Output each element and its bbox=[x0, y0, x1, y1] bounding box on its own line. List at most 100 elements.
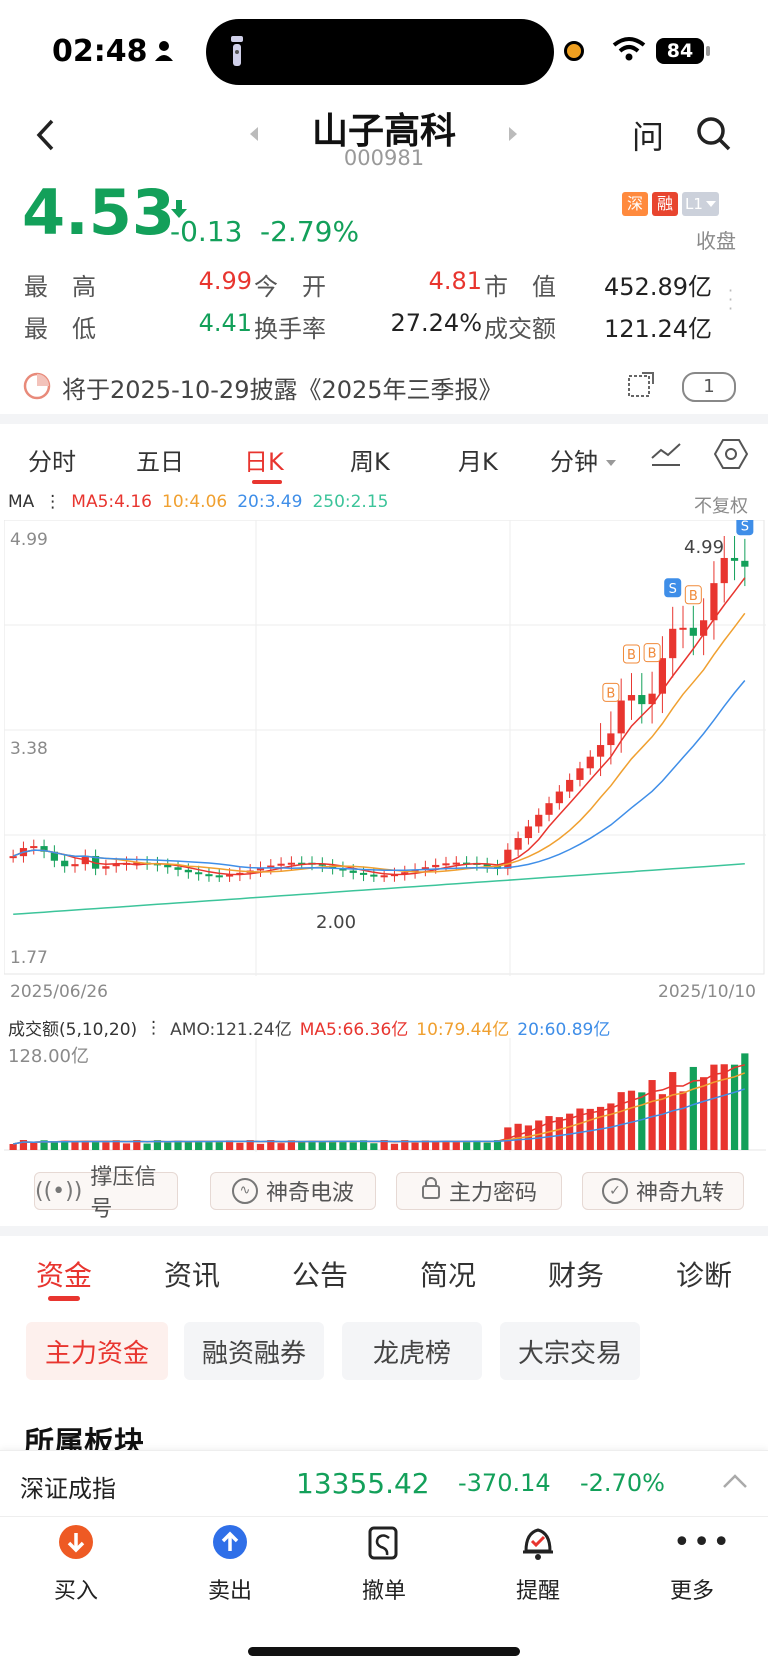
badge-level[interactable]: L1 bbox=[682, 192, 719, 216]
buy-marker[interactable]: B bbox=[602, 682, 620, 702]
more-dots-icon[interactable]: ••• bbox=[673, 1525, 733, 1560]
marker-label: B bbox=[627, 648, 636, 663]
volume-bar bbox=[401, 1140, 409, 1150]
sell-marker[interactable]: S bbox=[664, 578, 682, 598]
volume-bar bbox=[91, 1140, 100, 1150]
candle-body bbox=[9, 856, 17, 859]
tab-weekly-k[interactable]: 周K bbox=[350, 448, 390, 476]
bottom-sell[interactable]: 卖出 bbox=[207, 1579, 252, 1604]
magic-nine-button[interactable]: ✓ 神奇九转 bbox=[582, 1172, 744, 1210]
settings-hexagon-icon[interactable] bbox=[713, 438, 749, 474]
volume-bar bbox=[442, 1140, 450, 1150]
marker-box bbox=[643, 643, 661, 663]
candle-body bbox=[700, 620, 708, 636]
candle-body bbox=[720, 557, 728, 584]
volume-legend[interactable]: 成交额(5,10,20) ⋮ AMO:121.24亿 MA5:66.36亿 10… bbox=[8, 1015, 610, 1041]
bottom-more[interactable]: 更多 bbox=[669, 1579, 714, 1604]
index-name: 深证成指 bbox=[20, 1475, 116, 1503]
tab-five-day[interactable]: 五日 bbox=[136, 448, 184, 476]
chevron-up-icon[interactable] bbox=[722, 1473, 748, 1493]
notice-count[interactable]: 1 bbox=[682, 372, 736, 402]
sell-icon[interactable] bbox=[213, 1525, 247, 1559]
volume-bar bbox=[81, 1141, 89, 1150]
subtab-block-trade[interactable]: 大宗交易 bbox=[500, 1322, 640, 1380]
next-stock-icon[interactable] bbox=[509, 127, 517, 141]
ask-button[interactable]: 问 bbox=[632, 118, 665, 156]
signal-icon: ((•)) bbox=[35, 1178, 83, 1204]
tab-announcements[interactable]: 公告 bbox=[292, 1259, 349, 1292]
volume-chart[interactable] bbox=[4, 1038, 766, 1152]
buy-icon[interactable] bbox=[59, 1525, 93, 1559]
bottom-buy[interactable]: 买入 bbox=[53, 1579, 98, 1604]
candle-body bbox=[349, 870, 357, 873]
volume-bar bbox=[741, 1053, 749, 1150]
magic-wave-button[interactable]: ∿ 神奇电波 bbox=[210, 1172, 376, 1210]
candle-body bbox=[195, 872, 203, 875]
tab-finance[interactable]: 财务 bbox=[548, 1259, 605, 1292]
volume-bar bbox=[133, 1140, 141, 1150]
stat-value: 4.81 bbox=[428, 267, 482, 295]
stat-label: 市 值 bbox=[484, 273, 556, 301]
dynamic-island bbox=[206, 19, 554, 85]
vol-ma10-value: 10:79.44亿 bbox=[416, 1020, 510, 1040]
notice-text[interactable]: 将于2025-10-29披露《2025年三季报》 bbox=[62, 376, 503, 404]
index-bar[interactable]: 深证成指 13355.42 -370.14 -2.70% bbox=[0, 1450, 768, 1517]
support-resistance-button[interactable]: ((•)) 撑压信号 bbox=[34, 1165, 178, 1222]
mic-indicator-icon bbox=[564, 41, 584, 61]
x-tick-end: 2025/10/10 bbox=[658, 982, 756, 1002]
volume-bar bbox=[308, 1140, 316, 1150]
y-tick-high: 4.99 bbox=[10, 530, 48, 550]
candle-body bbox=[380, 875, 388, 878]
more-vertical-icon[interactable]: · · · bbox=[728, 281, 734, 318]
candle-body bbox=[442, 863, 450, 866]
buy-marker[interactable]: B bbox=[622, 644, 640, 664]
tab-monthly-k[interactable]: 月K bbox=[458, 448, 498, 476]
battery-tip bbox=[706, 46, 710, 56]
main-force-code-button[interactable]: 主力密码 bbox=[396, 1172, 562, 1210]
ma-menu-icon: ⋮ bbox=[44, 492, 62, 512]
volume-bar bbox=[298, 1142, 306, 1150]
candle-body bbox=[30, 846, 38, 849]
market-state: 收盘 bbox=[696, 229, 736, 253]
volume-bar bbox=[19, 1140, 28, 1150]
tab-capital[interactable]: 资金 bbox=[36, 1259, 93, 1292]
battery-level: 84 bbox=[666, 40, 694, 62]
alert-bell-icon[interactable] bbox=[520, 1523, 556, 1565]
candle-body bbox=[617, 700, 625, 734]
buy-marker[interactable]: B bbox=[643, 643, 661, 663]
prev-stock-icon[interactable] bbox=[250, 127, 258, 141]
bottom-alert[interactable]: 提醒 bbox=[515, 1579, 560, 1604]
ma-legend[interactable]: MA ⋮ MA5:4.16 10:4.06 20:3.49 250:2.15 bbox=[8, 492, 388, 512]
buy-marker[interactable]: B bbox=[684, 585, 702, 605]
stat-label: 成交额 bbox=[484, 315, 556, 343]
bottom-cancel-order[interactable]: 撤单 bbox=[361, 1579, 406, 1604]
bottom-nav: ••• 买入 卖出 撤单 提醒 更多 bbox=[0, 1516, 768, 1666]
back-icon[interactable] bbox=[34, 118, 56, 156]
candle-body bbox=[225, 874, 234, 877]
tab-intraday-minutes[interactable]: 分钟 bbox=[550, 442, 616, 477]
cancel-order-icon[interactable] bbox=[367, 1525, 401, 1565]
stat-value: 4.41 bbox=[198, 309, 252, 337]
tab-minute[interactable]: 分时 bbox=[28, 448, 76, 476]
tab-news[interactable]: 资讯 bbox=[164, 1259, 221, 1292]
tab-profile[interactable]: 简况 bbox=[420, 1259, 477, 1292]
volume-bar bbox=[359, 1140, 368, 1150]
volume-bar bbox=[411, 1142, 419, 1150]
volume-bar bbox=[164, 1142, 172, 1150]
subtab-dragon-tiger[interactable]: 龙虎榜 bbox=[342, 1322, 482, 1380]
volume-bar bbox=[102, 1142, 110, 1150]
volume-bar bbox=[61, 1140, 69, 1150]
tab-daily-k[interactable]: 日K bbox=[244, 448, 284, 476]
stat-value: 121.24亿 bbox=[604, 315, 712, 343]
indicator-settings-icon[interactable] bbox=[650, 440, 682, 472]
search-icon[interactable] bbox=[695, 115, 733, 157]
share-icon[interactable] bbox=[626, 370, 656, 404]
tool-label: 主力密码 bbox=[448, 1181, 537, 1206]
subtab-main-capital[interactable]: 主力资金 bbox=[26, 1322, 168, 1380]
adjust-toggle[interactable]: 不复权 bbox=[694, 496, 748, 517]
subtab-margin[interactable]: 融资融券 bbox=[184, 1322, 324, 1380]
stat-value: 27.24% bbox=[390, 309, 482, 337]
sell-marker[interactable]: S bbox=[736, 520, 754, 536]
tab-diagnosis[interactable]: 诊断 bbox=[676, 1259, 733, 1292]
